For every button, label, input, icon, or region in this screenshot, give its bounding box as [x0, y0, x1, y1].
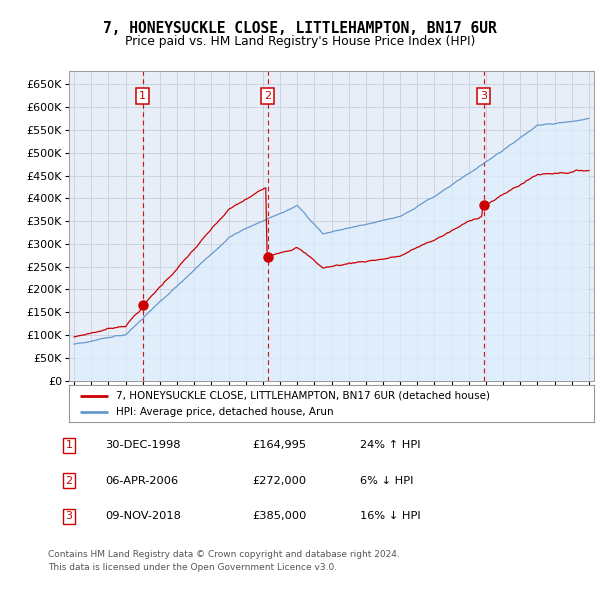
- Text: 7, HONEYSUCKLE CLOSE, LITTLEHAMPTON, BN17 6UR: 7, HONEYSUCKLE CLOSE, LITTLEHAMPTON, BN1…: [103, 21, 497, 35]
- Text: Contains HM Land Registry data © Crown copyright and database right 2024.: Contains HM Land Registry data © Crown c…: [48, 550, 400, 559]
- Text: £385,000: £385,000: [252, 512, 307, 521]
- Text: £272,000: £272,000: [252, 476, 306, 486]
- Text: 3: 3: [65, 512, 73, 521]
- Text: 09-NOV-2018: 09-NOV-2018: [105, 512, 181, 521]
- Text: 16% ↓ HPI: 16% ↓ HPI: [360, 512, 421, 521]
- Text: Price paid vs. HM Land Registry's House Price Index (HPI): Price paid vs. HM Land Registry's House …: [125, 35, 475, 48]
- Text: This data is licensed under the Open Government Licence v3.0.: This data is licensed under the Open Gov…: [48, 563, 337, 572]
- Text: £164,995: £164,995: [252, 441, 306, 450]
- Text: 7, HONEYSUCKLE CLOSE, LITTLEHAMPTON, BN17 6UR (detached house): 7, HONEYSUCKLE CLOSE, LITTLEHAMPTON, BN1…: [116, 391, 490, 401]
- Text: 2: 2: [65, 476, 73, 486]
- Text: 3: 3: [480, 91, 487, 101]
- Text: 06-APR-2006: 06-APR-2006: [105, 476, 178, 486]
- Text: 6% ↓ HPI: 6% ↓ HPI: [360, 476, 413, 486]
- Text: HPI: Average price, detached house, Arun: HPI: Average price, detached house, Arun: [116, 407, 334, 417]
- Text: 30-DEC-1998: 30-DEC-1998: [105, 441, 181, 450]
- Text: 24% ↑ HPI: 24% ↑ HPI: [360, 441, 421, 450]
- Text: 2: 2: [264, 91, 271, 101]
- Text: 1: 1: [139, 91, 146, 101]
- Text: 1: 1: [65, 441, 73, 450]
